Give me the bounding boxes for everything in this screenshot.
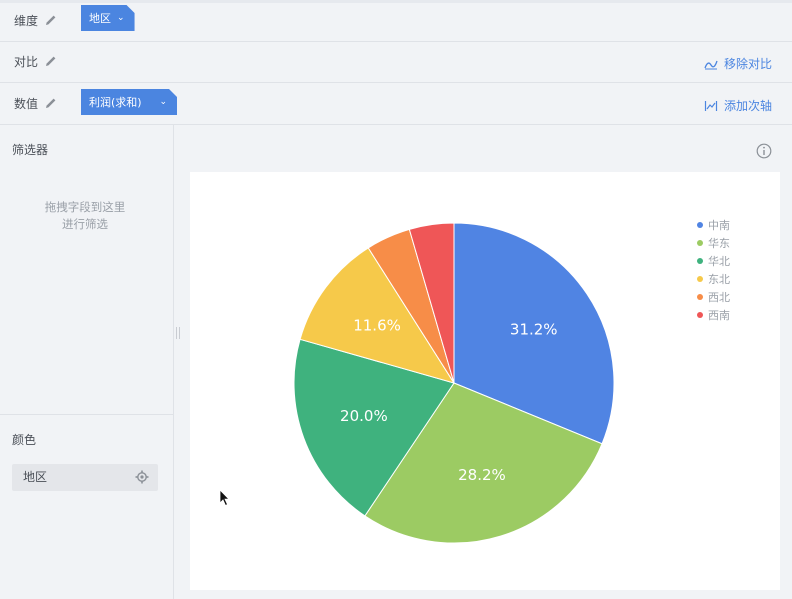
panel-divider: [0, 414, 173, 415]
legend-item[interactable]: 东北: [697, 273, 730, 286]
dimension-row: 维度 地区 ⌄: [0, 0, 792, 42]
color-title: 颜色: [12, 433, 37, 447]
pie-slice-1[interactable]: [453, 222, 615, 445]
edit-compare-icon[interactable]: [44, 54, 58, 68]
filter-hint-line1: 拖拽字段到这里: [44, 200, 126, 214]
color-field-label: 地区: [23, 470, 48, 484]
dimension-pill-label: 地区: [89, 12, 111, 25]
pie-data-label: 20.0%: [340, 407, 388, 425]
pie-slice-6[interactable]: [408, 222, 455, 384]
chevron-down-icon: ⌄: [117, 13, 125, 23]
legend-item[interactable]: 华东: [697, 236, 730, 250]
legend-label: 西南: [708, 309, 730, 322]
remove-compare-button[interactable]: 移除对比: [704, 55, 772, 72]
dimension-pill[interactable]: 地区 ⌄: [81, 5, 135, 31]
remove-compare-icon: [704, 60, 718, 69]
legend-label: 西北: [708, 291, 730, 304]
mouse-cursor: [219, 489, 230, 507]
filter-title: 筛选器: [12, 143, 49, 157]
legend-label: 东北: [708, 273, 730, 286]
remove-compare-label: 移除对比: [723, 57, 772, 71]
add-secondary-axis-button[interactable]: 添加次轴: [704, 97, 772, 114]
legend-marker: [697, 294, 703, 300]
value-pill[interactable]: 利润(求和) ⌄: [81, 89, 177, 115]
pie-slice-4[interactable]: [299, 247, 456, 384]
info-icon[interactable]: [756, 143, 772, 159]
pie-slice-3[interactable]: [293, 338, 455, 517]
pie-data-label: 31.2%: [510, 321, 558, 339]
value-row: 数值 利润(求和) ⌄ 添加次轴: [0, 83, 792, 125]
resize-handle[interactable]: [176, 327, 180, 339]
legend-item[interactable]: 华北: [697, 254, 730, 268]
chevron-down-icon: ⌄: [159, 97, 167, 107]
edit-value-icon[interactable]: [44, 96, 58, 110]
filter-drop-zone[interactable]: 拖拽字段到这里 进行筛选: [12, 199, 158, 233]
legend-item[interactable]: 西北: [697, 291, 730, 304]
legend-marker: [697, 312, 703, 318]
legend-label: 华北: [708, 254, 730, 268]
compare-label: 对比: [14, 55, 39, 69]
value-pill-label: 利润(求和): [89, 96, 142, 109]
panel-splitter: [173, 125, 174, 599]
value-label: 数值: [14, 97, 39, 111]
legend-item[interactable]: 中南: [697, 219, 730, 232]
legend-marker: [697, 240, 703, 246]
color-field-chip[interactable]: 地区: [12, 464, 158, 491]
edit-dimension-icon[interactable]: [44, 13, 58, 27]
dimension-label: 维度: [14, 14, 39, 28]
pie-data-label: 11.6%: [353, 317, 401, 335]
top-bar: [0, 0, 792, 3]
pie-data-label: 28.2%: [458, 466, 506, 484]
legend-item[interactable]: 西南: [697, 309, 730, 322]
legend-marker: [697, 276, 703, 282]
compare-row: 对比 移除对比: [0, 41, 792, 83]
legend-label: 华东: [708, 236, 730, 250]
chart-card: 31.2% 28.2% 20.0% 11.6% 中南华东华北东北西北西南: [190, 172, 780, 590]
legend-marker: [697, 258, 703, 264]
legend-label: 中南: [708, 219, 730, 232]
gear-icon[interactable]: [135, 470, 149, 484]
secondary-axis-icon: [704, 100, 718, 111]
pie-slice-2[interactable]: [364, 382, 603, 544]
legend-marker: [697, 222, 703, 228]
filter-hint-line2: 进行筛选: [62, 217, 108, 231]
add-secondary-axis-label: 添加次轴: [723, 99, 772, 113]
